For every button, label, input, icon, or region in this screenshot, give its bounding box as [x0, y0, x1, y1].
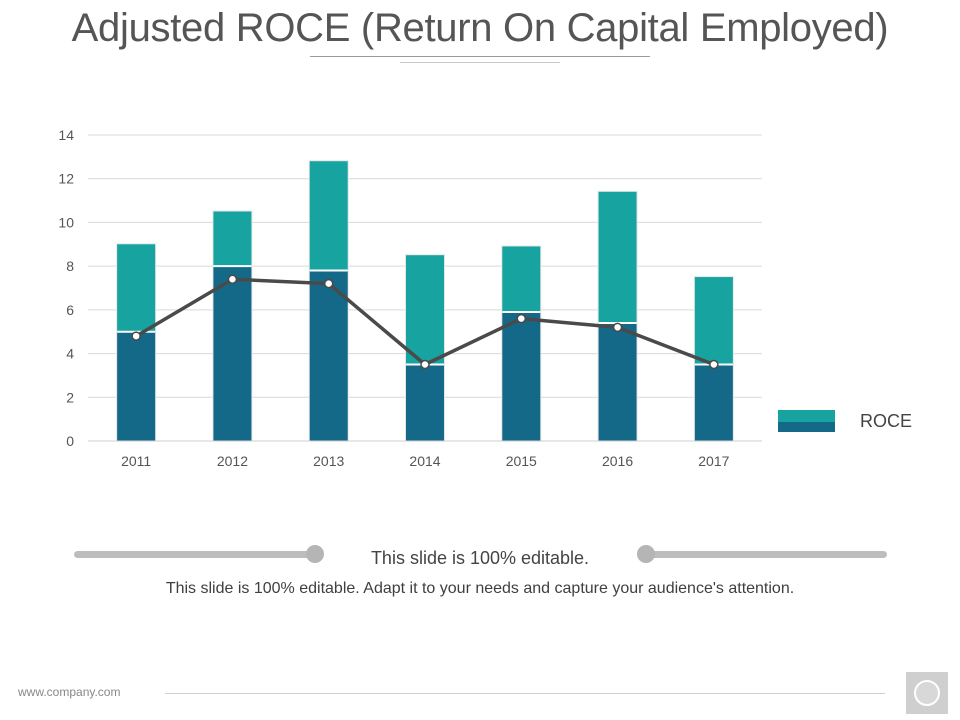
x-tick-label: 2013	[313, 453, 344, 469]
subtitle: This slide is 100% editable.	[370, 548, 590, 568]
bar-segment-upper	[117, 244, 156, 332]
footer-divider	[165, 693, 885, 694]
trend-point	[709, 359, 719, 370]
y-tick-label: 0	[66, 433, 74, 449]
y-tick-label: 12	[58, 171, 74, 187]
trend-point	[516, 313, 527, 324]
trend-point	[131, 331, 141, 341]
x-tick-label: 2012	[217, 453, 248, 469]
x-tick-label: 2016	[602, 453, 633, 469]
y-tick-label: 4	[66, 346, 74, 362]
title-underline-short	[400, 62, 560, 63]
y-tick-label: 14	[58, 127, 74, 143]
footer-url: www.company.com	[18, 685, 121, 699]
x-tick-label: 2014	[409, 453, 440, 469]
bar-segment-upper	[502, 246, 541, 313]
slider-knob-right	[637, 545, 655, 563]
y-tick-label: 10	[58, 214, 74, 230]
description-text: This slide is 100% editable. Adapt it to…	[165, 580, 795, 597]
slider-knob-left	[306, 545, 324, 563]
x-tick-label: 2011	[121, 453, 151, 469]
trend-point	[612, 322, 623, 333]
decorative-slider-left	[74, 551, 316, 558]
legend-swatch	[778, 410, 835, 432]
trend-point	[323, 278, 334, 289]
trend-point	[227, 274, 238, 285]
legend-label: ROCE	[860, 411, 913, 431]
y-tick-label: 6	[66, 302, 74, 318]
x-tick-label: 2017	[698, 453, 729, 469]
trend-point	[420, 359, 430, 370]
y-tick-label: 8	[66, 258, 74, 274]
decorative-slider-right	[645, 551, 887, 558]
bar-segment-lower	[502, 312, 541, 441]
bar-segment-lower	[213, 266, 252, 441]
bar-segment-lower	[406, 364, 444, 441]
bar-segment-lower	[309, 270, 348, 441]
bar-segment-upper	[406, 255, 444, 365]
bar-segment-upper	[309, 161, 348, 271]
bar-segment-lower	[694, 364, 733, 441]
bar-segment-upper	[598, 191, 637, 323]
bar-segment-upper	[694, 277, 733, 365]
slide-title: Adjusted ROCE (Return On Capital Employe…	[71, 6, 889, 50]
footer-logo-box	[906, 672, 948, 714]
circle-icon	[914, 680, 940, 706]
bar-segment-lower	[598, 322, 637, 441]
bar-segment-upper	[213, 211, 252, 267]
x-tick-label: 2015	[506, 453, 537, 469]
title-underline	[310, 56, 650, 57]
bar-segment-lower	[117, 331, 156, 441]
y-tick-label: 2	[66, 389, 74, 405]
